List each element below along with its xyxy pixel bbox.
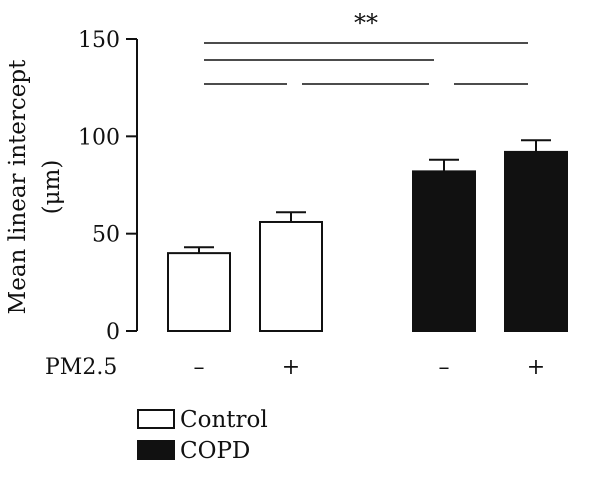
pm25-sign-label: – [194, 355, 205, 380]
bar-copd-pm25 [504, 150, 568, 332]
y-tick-label: 50 [92, 223, 120, 248]
significance-group: ** [204, 9, 528, 85]
error-bar [276, 211, 306, 222]
legend-label-control: Control [180, 407, 268, 433]
legend-swatch-copd [137, 440, 175, 460]
legend-group: Control COPD [137, 407, 268, 464]
bar-copd-nopm25 [412, 170, 476, 332]
error-bar [184, 246, 214, 254]
legend-label-copd: COPD [180, 438, 250, 464]
axes-group: 0 50 100 150 [78, 28, 138, 345]
pm25-sign-label: + [282, 355, 300, 380]
error-bar [521, 139, 551, 152]
y-tick-label: 0 [106, 320, 120, 345]
y-tick-label: 150 [78, 28, 120, 53]
pm25-sign-label: + [527, 355, 545, 380]
bars-group [167, 139, 568, 332]
significance-stars: ** [354, 9, 378, 37]
labels-group: Mean linear intercept (μm) – + – + PM2.5 [5, 59, 545, 380]
y-axis-unit: (μm) [39, 160, 65, 215]
y-tick-label: 100 [78, 125, 120, 150]
legend-swatch-control [137, 409, 175, 429]
y-axis-title: Mean linear intercept [5, 59, 31, 314]
error-bar [429, 158, 459, 172]
treatment-row-label: PM2.5 [45, 355, 117, 380]
pm25-sign-label: – [439, 355, 450, 380]
bar-control-pm25 [259, 220, 323, 332]
bar-control-nopm25 [167, 252, 231, 332]
